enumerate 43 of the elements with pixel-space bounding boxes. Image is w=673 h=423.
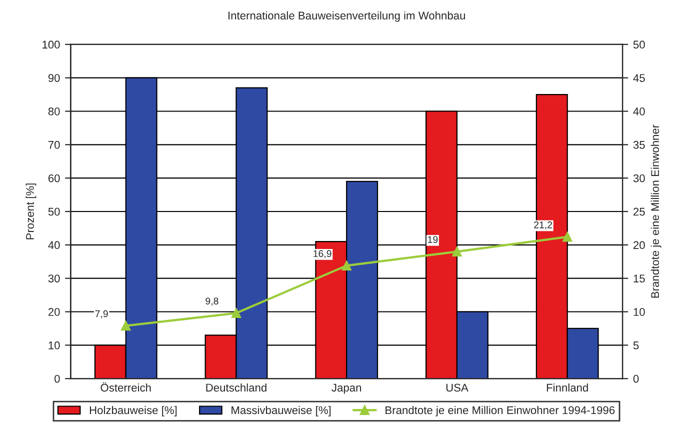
y-tick-label: 70 — [48, 140, 60, 149]
data-label: 21,2 — [534, 221, 552, 230]
point — [562, 232, 572, 242]
y-tick-label: 100 — [42, 40, 60, 49]
y-tick-label: 50 — [48, 208, 60, 216]
y2-tick-label: 50 — [633, 40, 645, 49]
point — [342, 260, 352, 270]
data-label: 7,9 — [95, 310, 108, 318]
y2-tick-label: 20 — [634, 241, 645, 250]
y-tick-label: 20 — [48, 308, 60, 316]
point — [452, 246, 462, 256]
y2-tick-label: 35 — [633, 140, 645, 149]
y2-tick-label: 45 — [633, 74, 645, 82]
y2-tick-label: 5 — [633, 342, 639, 350]
data-label: 19 — [428, 236, 438, 243]
y-axis-title: Prozent [%] — [26, 184, 36, 240]
data-label: 9,8 — [206, 298, 218, 306]
y2-tick-label: 30 — [633, 174, 645, 182]
y-tick-label: 0 — [54, 374, 60, 383]
y2-tick-label: 25 — [634, 208, 645, 216]
x-tick-label: Deutschland — [206, 383, 266, 392]
point — [120, 320, 131, 331]
y2-tick-label: 15 — [634, 274, 645, 282]
y2-tick-label: 0 — [633, 374, 639, 383]
y2-axis-title: Brandtote je eine Million Einwohner — [650, 124, 662, 298]
x-tick-label: Finnland — [546, 383, 588, 392]
legend-label: Brandtote je eine Million Einwohner 1994-1996 — [386, 406, 615, 416]
point — [231, 308, 242, 318]
y-tick-label: 80 — [48, 108, 60, 116]
x-tick-label: Japan — [332, 384, 362, 394]
y-tick-label: 40 — [48, 241, 60, 250]
y-tick-label: 90 — [48, 74, 60, 82]
y-tick-label: 10 — [48, 341, 60, 350]
x-tick-label: Österreich — [100, 382, 151, 392]
legend-label: Massivbauweise [%] — [232, 406, 331, 416]
chart-title: Internationale Bauweisenverteilung im Wohnbau — [228, 11, 465, 22]
y-tick-label: 60 — [48, 174, 60, 182]
y2-tick-label: 10 — [634, 308, 645, 316]
x-tick-label: USA — [446, 384, 468, 392]
y2-tick-label: 40 — [633, 108, 645, 116]
data-label: 16,9 — [314, 250, 332, 258]
legend-label: Holzbauweise [%] — [90, 406, 177, 416]
y-tick-label: 30 — [48, 274, 60, 282]
